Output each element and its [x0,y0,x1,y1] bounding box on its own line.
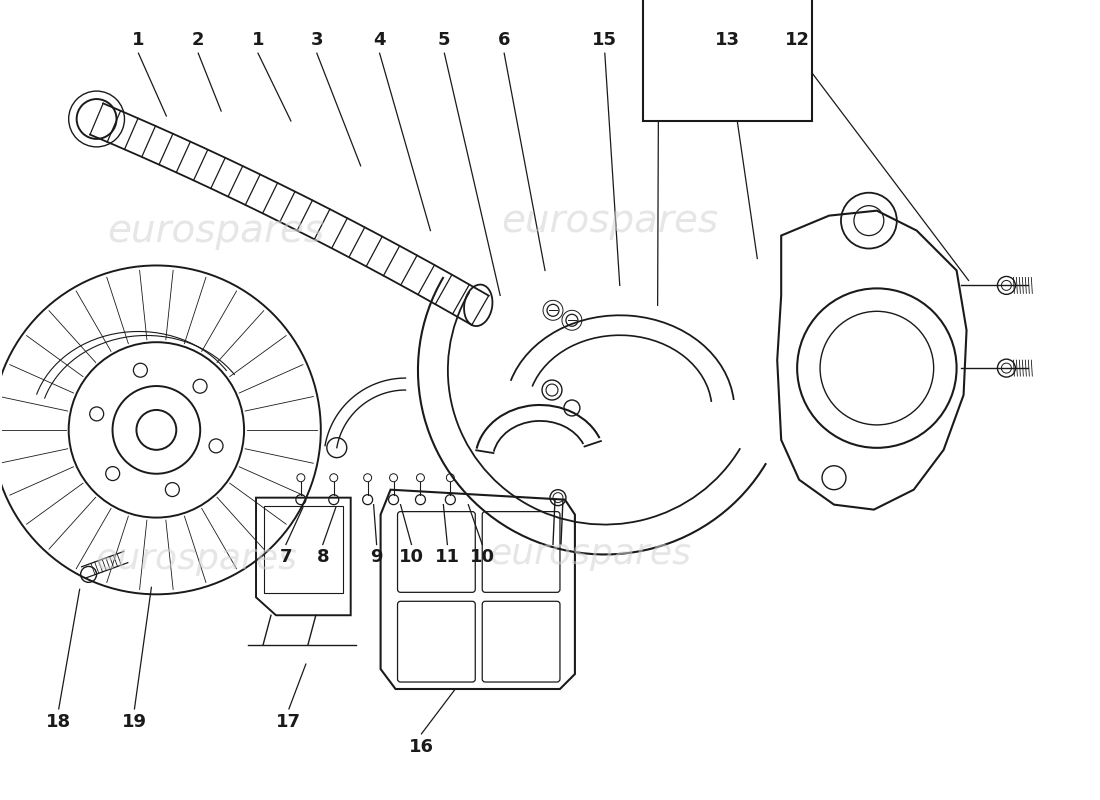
Text: 7: 7 [279,549,293,566]
Text: 1: 1 [252,31,264,50]
Text: 12: 12 [784,31,810,50]
Text: eurospares: eurospares [96,542,297,577]
Text: 9: 9 [371,549,383,566]
Text: 13: 13 [715,31,740,50]
Text: 6: 6 [498,31,510,50]
Text: 5: 5 [438,31,451,50]
Text: 2: 2 [192,31,205,50]
Text: 15: 15 [592,31,617,50]
Text: eurospares: eurospares [502,202,718,240]
Text: 4: 4 [373,31,386,50]
Text: 16: 16 [409,738,433,756]
Text: 10: 10 [470,549,495,566]
Text: 1: 1 [132,31,145,50]
Bar [264,506,343,594]
Text: 14: 14 [646,31,671,50]
Text: eurospares: eurospares [488,538,691,571]
Text: eurospares: eurospares [108,211,324,250]
Text: 3: 3 [310,31,323,50]
Text: 10: 10 [399,549,424,566]
Text: 11: 11 [434,549,460,566]
Text: 18: 18 [46,713,72,731]
Text: 19: 19 [122,713,147,731]
Text: 17: 17 [276,713,301,731]
Text: 8: 8 [317,549,329,566]
